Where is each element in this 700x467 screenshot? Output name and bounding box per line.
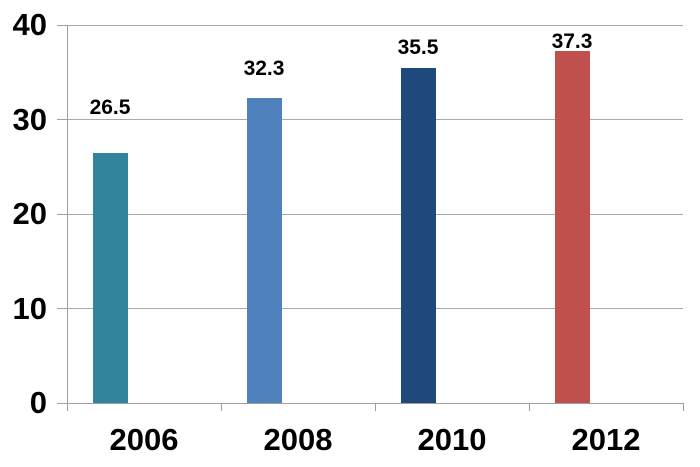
x-category-label-2012: 2012 [571, 422, 641, 457]
value-label-2012: 37.3 [551, 29, 593, 53]
y-tick-10 [57, 308, 67, 309]
gridline-40 [67, 24, 683, 26]
bar-2010 [400, 67, 436, 403]
y-tick-30 [57, 119, 67, 120]
bar-2006 [92, 152, 128, 403]
bar-2008 [246, 97, 282, 403]
value-label-2010: 35.5 [397, 35, 439, 59]
x-tick-3 [529, 403, 530, 411]
y-tick-label-20: 20 [12, 196, 47, 231]
y-tick-40 [57, 24, 67, 26]
value-label-2008: 32.3 [243, 56, 285, 80]
x-tick-1 [221, 403, 222, 411]
value-label-2006: 26.5 [89, 95, 131, 119]
y-tick-20 [57, 213, 67, 215]
x-tick-0 [67, 403, 68, 411]
y-tick-label-10: 10 [12, 290, 47, 326]
gridline-20 [67, 213, 683, 215]
y-tick-0 [57, 402, 67, 404]
gridline-30 [67, 119, 683, 120]
y-tick-label-30: 30 [12, 101, 47, 137]
y-tick-label-40: 40 [12, 7, 47, 42]
y-tick-label-0: 0 [29, 385, 47, 420]
x-category-label-2008: 2008 [263, 422, 333, 457]
y-axis-line [67, 25, 68, 403]
x-tick-2 [375, 403, 376, 411]
x-tick-4 [683, 403, 684, 411]
gridline-10 [67, 308, 683, 309]
bar-2012 [554, 50, 590, 403]
x-category-label-2006: 2006 [109, 422, 179, 457]
x-category-label-2010: 2010 [417, 422, 487, 457]
